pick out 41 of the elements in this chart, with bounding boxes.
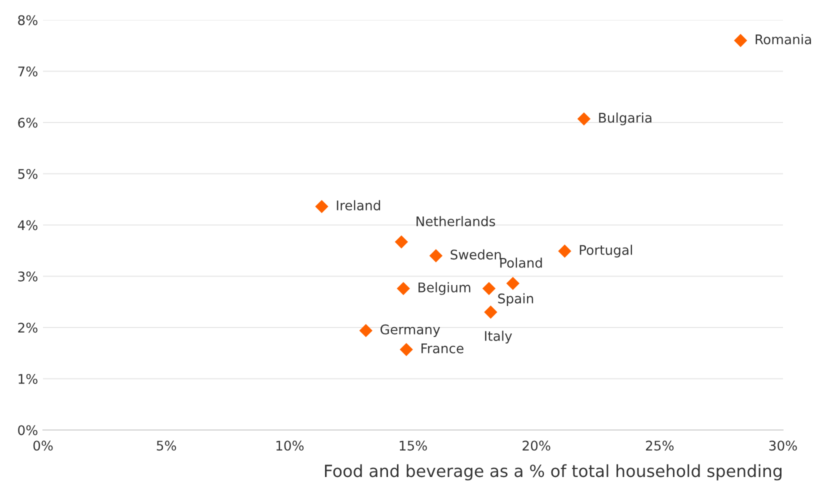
- y-tick-label: 5%: [18, 168, 38, 179]
- point: [577, 112, 591, 126]
- y-tick-label: 6%: [18, 118, 38, 128]
- point: [484, 306, 498, 319]
- point: [394, 235, 408, 248]
- point: [506, 276, 520, 290]
- point: [558, 244, 572, 258]
- point: [429, 249, 443, 262]
- annotation: Belgium: [418, 282, 470, 295]
- point: [482, 282, 496, 296]
- annotation: Spain: [498, 293, 534, 306]
- point: [315, 200, 328, 214]
- y-tick-label: 3%: [18, 271, 38, 282]
- point: [734, 34, 748, 48]
- annotation: Germany: [380, 324, 440, 337]
- point: [359, 324, 372, 338]
- x-tick-label: 5%: [156, 440, 176, 451]
- annotation: Italy: [485, 330, 512, 344]
- x-tick-label: 10%: [276, 440, 304, 451]
- point: [396, 282, 410, 296]
- x-tick-label: 15%: [400, 440, 427, 451]
- annotation: Ireland: [336, 200, 380, 210]
- x-axis-title: Food and beverage as a % of total household spending: [325, 464, 782, 480]
- annotation: Bulgaria: [599, 112, 652, 126]
- y-tick-label: 2%: [18, 322, 38, 333]
- y-tick-label: 7%: [18, 66, 38, 76]
- x-tick-label: 30%: [769, 440, 797, 451]
- annotation: Romania: [756, 34, 811, 44]
- y-tick-label: 4%: [18, 220, 38, 230]
- annotation: Netherlands: [416, 216, 496, 226]
- annotation: Poland: [500, 258, 542, 268]
- x-tick-label: 20%: [522, 440, 550, 451]
- annotation: France: [422, 344, 464, 354]
- y-tick-label: 1%: [18, 374, 38, 384]
- y-tick-label: 8%: [18, 15, 38, 26]
- point: [400, 342, 413, 356]
- y-tick-label: 0%: [18, 425, 38, 436]
- x-tick-label: 25%: [646, 440, 674, 451]
- annotation: Portugal: [580, 244, 632, 258]
- annotation: Sweden: [450, 249, 501, 260]
- x-tick-label: 0%: [33, 440, 53, 451]
